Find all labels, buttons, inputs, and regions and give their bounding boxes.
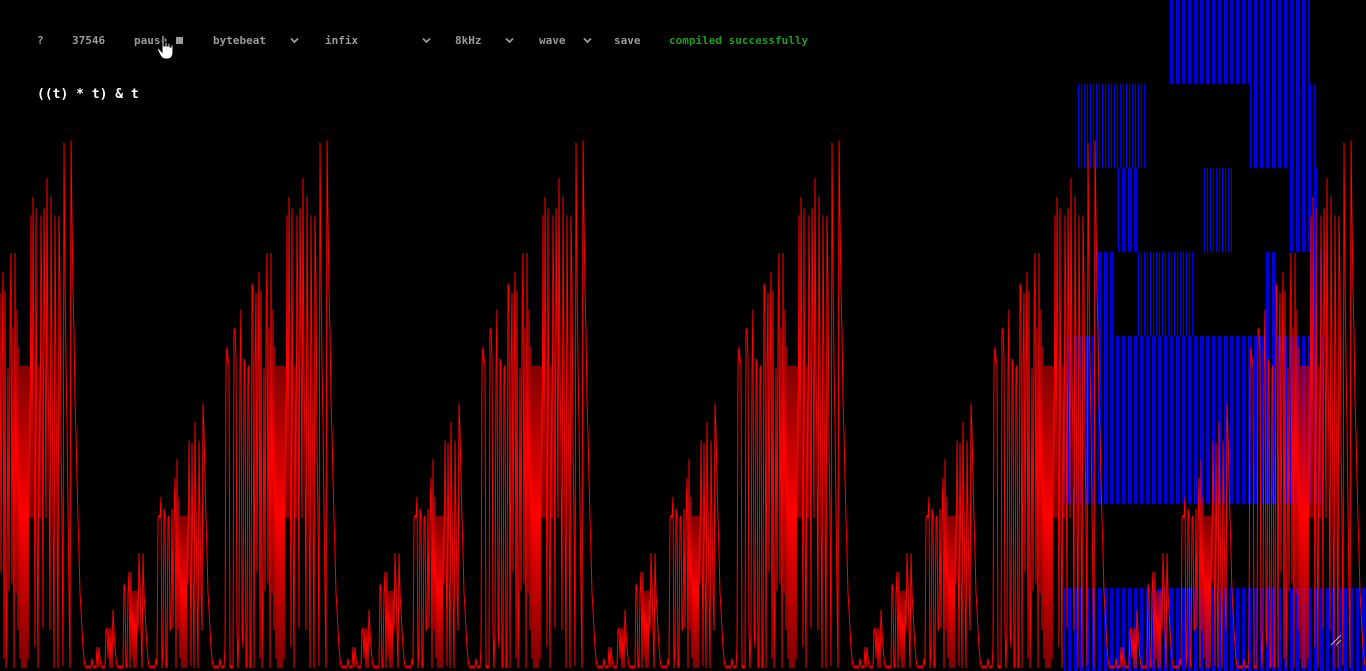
resize-grip-icon[interactable]: [1328, 632, 1342, 646]
notation-select-value: infix: [325, 34, 359, 47]
toolbar: ? 37546 pause bytebeat infix 8kHz wave s…: [0, 32, 900, 50]
chevron-down-icon: [505, 37, 514, 44]
chevron-down-icon: [422, 37, 431, 44]
view-select-value: wave: [539, 34, 566, 47]
mode-select[interactable]: bytebeat: [213, 34, 303, 47]
waveform-plot: [0, 140, 1366, 670]
samplerate-select[interactable]: 8kHz: [455, 34, 517, 47]
hand-pointer-icon: [156, 34, 174, 60]
notation-select[interactable]: infix: [325, 34, 435, 47]
pause-label: pause: [134, 34, 168, 47]
help-button[interactable]: ?: [37, 34, 44, 47]
mode-select-value: bytebeat: [213, 34, 266, 47]
chevron-down-icon: [290, 37, 299, 44]
view-select[interactable]: wave: [539, 34, 595, 47]
waveform-line: [0, 140, 1366, 670]
save-button[interactable]: save: [614, 34, 641, 47]
pause-button[interactable]: pause: [134, 34, 183, 47]
samplerate-select-value: 8kHz: [455, 34, 482, 47]
time-counter[interactable]: 37546: [72, 34, 106, 47]
formula-editor[interactable]: ((t) * t) & t: [37, 87, 139, 102]
chevron-down-icon: [583, 37, 592, 44]
stop-square-icon: [175, 37, 183, 44]
compile-status: compiled successfully: [669, 34, 809, 47]
